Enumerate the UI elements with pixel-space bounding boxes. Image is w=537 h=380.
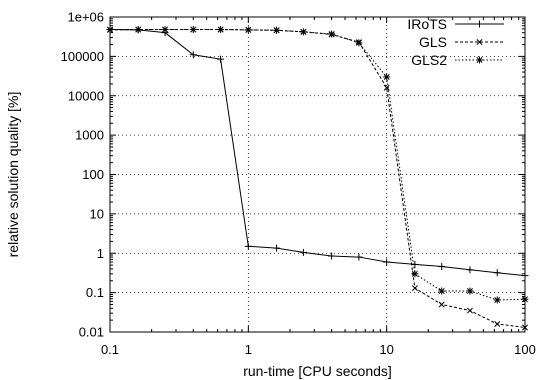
data-point [466,266,474,274]
data-point [355,39,363,47]
data-point [466,307,473,314]
legend-marker [476,56,483,64]
x-tick-label: 10 [379,342,393,357]
data-point [299,28,307,36]
data-point [328,30,336,38]
data-point [244,242,252,250]
data-point [355,253,363,261]
y-tick-label: 0.01 [79,325,104,340]
axis-ticks: 0.1 1 10 100 0.01 0.1 1 10 100 1000 10000 100000 1e+… [61,10,536,358]
data-point [161,26,169,34]
data-point [383,73,391,81]
data-point [383,258,391,266]
data-point [273,244,281,252]
data-point [217,55,225,63]
data-point [494,320,501,327]
y-tick-label: 100 [82,167,104,182]
legend-item-irots: IRoTS [407,16,504,32]
y-tick-label: 0.1 [86,285,104,300]
data-point [438,301,445,308]
data-point [328,252,336,260]
legend-item-gls: GLS [419,34,504,50]
x-tick-label: 1 [245,342,252,357]
data-point [189,51,197,59]
x-tick-label: 0.1 [101,342,119,357]
series-gls2 [106,26,529,304]
y-tick-label: 1 [97,246,104,261]
data-point [217,26,225,34]
series-lines [106,26,529,331]
data-point [466,287,474,295]
legend-item-gls2: GLS2 [411,52,504,68]
y-tick-label: 1000 [75,128,104,143]
data-point [438,287,446,295]
legend-marker [476,39,483,45]
series-irots [106,26,529,280]
legend: IRoTS GLS GLS2 [407,16,504,68]
series-line-irots [109,29,526,277]
legend-label: GLS [419,34,447,50]
data-point [411,285,418,292]
x-tick-label: 100 [514,342,536,357]
legend-label: GLS2 [411,52,447,68]
data-point [244,26,252,34]
y-tick-label: 1e+06 [67,10,104,25]
data-point [299,248,307,256]
data-point [411,270,419,278]
data-point [189,26,197,34]
data-point [438,263,446,271]
data-point [493,269,501,277]
legend-label: IRoTS [407,16,447,32]
y-tick-label: 10000 [68,88,104,103]
data-point [383,84,390,91]
series-gls [107,26,528,331]
series-line-gls [109,29,526,329]
y-tick-label: 10 [90,206,104,221]
data-point [273,26,281,34]
y-tick-label: 100000 [61,49,104,64]
x-axis-label: run-time [CPU seconds] [243,363,392,379]
series-line-gls2 [110,29,526,301]
legend-marker [476,20,483,28]
data-point [493,296,501,304]
data-point [411,260,419,268]
data-point [134,26,142,34]
y-axis-label: relative solution quality [%] [5,92,21,258]
grid-lines [110,17,525,332]
